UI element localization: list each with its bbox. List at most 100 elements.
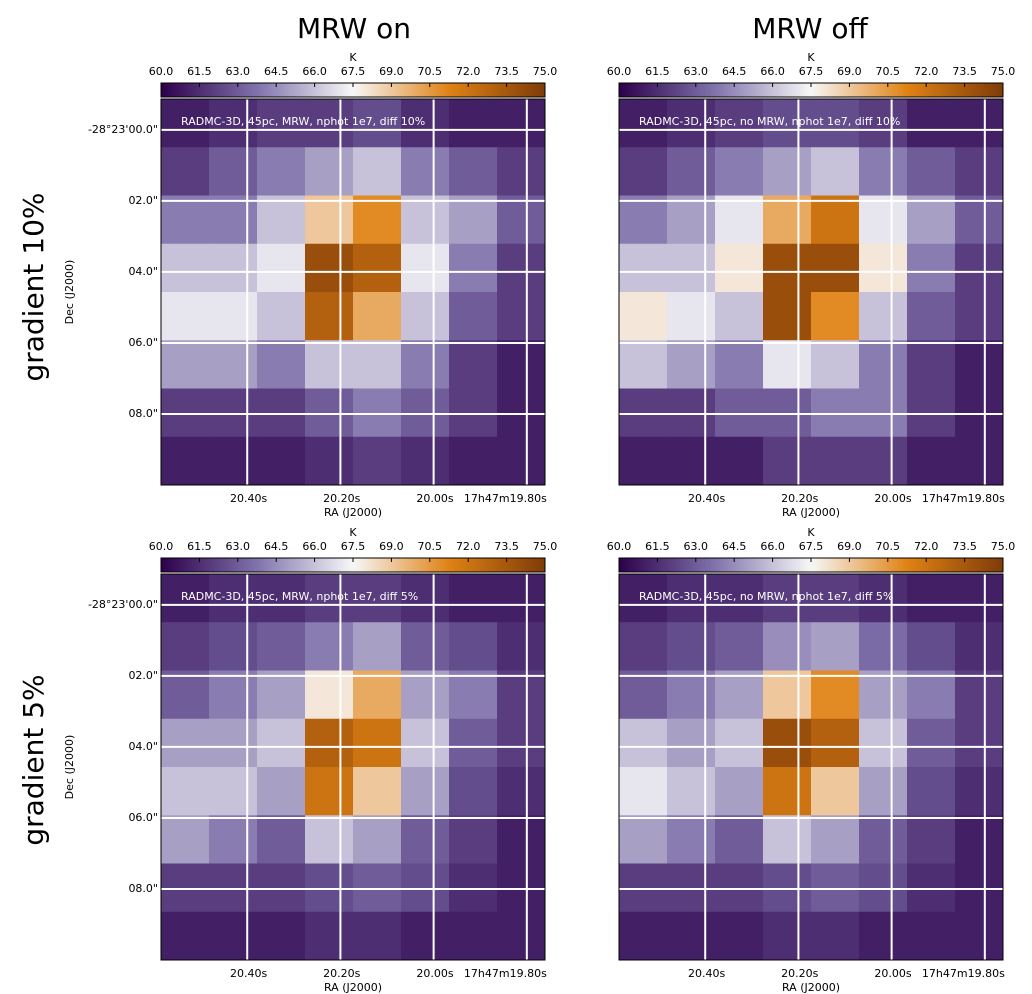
heatmap-cell — [907, 912, 956, 961]
heatmap-cell — [257, 196, 306, 245]
heatmap-cell — [763, 147, 812, 196]
heatmap-cell — [161, 147, 210, 196]
heatmap-cell — [715, 767, 764, 816]
heatmap-cell — [667, 912, 716, 961]
heatmap-cell — [955, 912, 1004, 961]
heatmap-cell — [715, 147, 764, 196]
heatmap-cell — [257, 437, 306, 486]
heatmap-cell — [209, 437, 258, 486]
heatmap-cell — [161, 864, 210, 913]
heatmap-cell — [859, 196, 908, 245]
colorbar-tick-label: 67.5 — [341, 540, 366, 553]
heatmap-cell — [257, 622, 306, 671]
heatmap-cell — [449, 622, 498, 671]
heatmap-cell — [449, 767, 498, 816]
colorbar-tick-label: 60.0 — [149, 65, 174, 78]
colorbar-tick-label: 64.5 — [264, 65, 289, 78]
heatmap-cell — [209, 147, 258, 196]
heatmap-cell — [715, 864, 764, 913]
heatmap-cell — [763, 767, 812, 816]
heatmap-cell — [811, 671, 860, 720]
x-tick-label: 17h47m19.80s — [922, 492, 1005, 505]
colorbar-label: K — [807, 51, 815, 64]
heatmap-cell — [497, 622, 546, 671]
heatmap-cell — [209, 719, 258, 768]
heatmap-cell — [667, 389, 716, 438]
y-tick-label: -28°23'00.0" — [88, 598, 158, 611]
heatmap-cell — [811, 244, 860, 293]
heatmap-cell — [955, 196, 1004, 245]
heatmap-cell — [401, 671, 450, 720]
heatmap-cell — [401, 196, 450, 245]
annotation: RADMC-3D, 45pc, MRW, nphot 1e7, diff 5% — [181, 590, 418, 603]
colorbar-tick-label: 69.0 — [837, 540, 862, 553]
heatmap-cell — [209, 671, 258, 720]
x-axis-label: RA (J2000) — [782, 506, 840, 519]
heatmap-cell — [811, 389, 860, 438]
heatmap-cell — [811, 147, 860, 196]
colorbar-label: K — [807, 526, 815, 539]
colorbar-tick-label: 70.5 — [418, 540, 443, 553]
colorbar-tick-label: 64.5 — [264, 540, 289, 553]
heatmap-cell — [811, 196, 860, 245]
x-axis-label: RA (J2000) — [324, 981, 382, 994]
heatmap-cell — [619, 767, 668, 816]
y-axis-label: Dec (J2000) — [63, 260, 76, 325]
heatmap-cell — [497, 912, 546, 961]
heatmap-cell — [401, 864, 450, 913]
heatmap-cell — [209, 912, 258, 961]
heatmap-cell — [353, 912, 402, 961]
heatmap-cell — [161, 767, 210, 816]
heatmap-cell — [619, 244, 668, 293]
heatmap-cell — [955, 671, 1004, 720]
heatmap-cell — [497, 147, 546, 196]
heatmap-cell — [401, 719, 450, 768]
heatmap-cell — [209, 292, 258, 341]
heatmap-cell — [667, 767, 716, 816]
heatmap-cell — [619, 340, 668, 389]
x-tick-label: 20.00s — [416, 967, 453, 980]
heatmap-cell — [715, 437, 764, 486]
heatmap-cell — [257, 147, 306, 196]
heatmap-cell — [497, 864, 546, 913]
heatmap-cell — [161, 671, 210, 720]
colorbar-tick-label: 69.0 — [379, 65, 404, 78]
heatmap-cell — [667, 147, 716, 196]
colorbar-tick-label: 75.0 — [991, 65, 1016, 78]
heatmap-cell — [497, 719, 546, 768]
heatmap-cell — [497, 767, 546, 816]
heatmap-cell — [497, 340, 546, 389]
heatmap-cell — [305, 719, 354, 768]
heatmap-cell — [667, 815, 716, 864]
y-tick-label: 04.0" — [128, 740, 158, 753]
heatmap-cell — [353, 437, 402, 486]
heatmap-cell — [353, 815, 402, 864]
heatmap-cell — [907, 574, 956, 623]
heatmap-cell — [209, 196, 258, 245]
heatmap-cell — [497, 671, 546, 720]
heatmap-cell — [667, 244, 716, 293]
colorbar-tick-label: 72.0 — [456, 65, 481, 78]
heatmap-cell — [907, 196, 956, 245]
heatmap-cell — [811, 437, 860, 486]
colorbar-tick-label: 60.0 — [607, 540, 632, 553]
heatmap-cell — [859, 292, 908, 341]
heatmap-cell — [161, 244, 210, 293]
heatmap-cell — [353, 719, 402, 768]
y-tick-label: 02.0" — [128, 669, 158, 682]
heatmap-cell — [907, 99, 956, 148]
colorbar-tick-label: 61.5 — [645, 540, 670, 553]
heatmap-cell — [619, 719, 668, 768]
annotation: RADMC-3D, 45pc, MRW, nphot 1e7, diff 10% — [181, 115, 425, 128]
heatmap-cell — [763, 719, 812, 768]
heatmap-cell — [667, 340, 716, 389]
heatmap-cell — [715, 671, 764, 720]
colorbar-tick-label: 63.0 — [226, 65, 251, 78]
heatmap-cell — [401, 815, 450, 864]
heatmap-cell — [257, 767, 306, 816]
heatmap-cell — [907, 389, 956, 438]
heatmap-cell — [209, 622, 258, 671]
heatmap-cell — [401, 912, 450, 961]
colorbar-tick-label: 67.5 — [799, 65, 824, 78]
heatmap-cell — [161, 196, 210, 245]
